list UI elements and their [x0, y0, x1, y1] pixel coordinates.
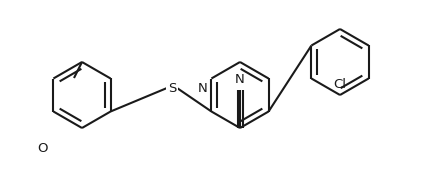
Text: O: O: [37, 142, 48, 155]
Text: N: N: [235, 73, 245, 86]
Text: Cl: Cl: [334, 78, 347, 91]
Text: S: S: [168, 82, 176, 95]
Text: N: N: [198, 82, 207, 95]
